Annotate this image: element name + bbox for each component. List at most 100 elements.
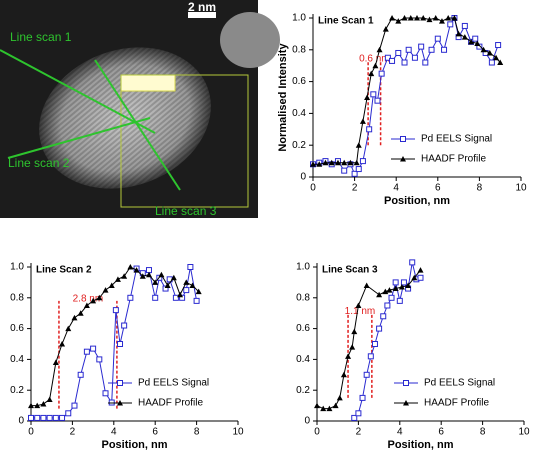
y-tick-label: 1.0 <box>296 262 310 273</box>
marker <box>401 15 408 21</box>
series-line <box>313 17 501 165</box>
x-tick-label: 6 <box>438 427 444 438</box>
marker <box>83 348 90 355</box>
marker <box>438 18 445 24</box>
marker <box>480 46 487 53</box>
scan-label: Line scan 1 <box>10 30 72 44</box>
series-line <box>316 269 421 410</box>
marker <box>411 54 418 61</box>
marker <box>417 267 424 273</box>
marker <box>441 46 448 53</box>
marker <box>332 402 339 409</box>
x-tick-label: 6 <box>152 427 158 438</box>
marker <box>139 273 146 279</box>
marker <box>102 287 109 293</box>
marker <box>152 279 159 285</box>
marker <box>382 288 389 295</box>
chart-title: Line Scan 1 <box>318 16 374 27</box>
marker <box>420 15 427 21</box>
marker <box>40 401 47 407</box>
y-tick-label: 0.2 <box>296 385 310 396</box>
y-axis-label: Normalised Intensity <box>277 43 289 152</box>
marker <box>170 274 177 281</box>
marker <box>384 54 391 61</box>
marker <box>46 396 53 402</box>
marker <box>359 394 366 401</box>
legend-label: Pd EELS Signal <box>138 378 209 389</box>
marker <box>488 59 495 66</box>
marker <box>401 59 408 66</box>
marker <box>112 307 119 314</box>
legend-label: HAADF Profile <box>421 154 486 165</box>
marker <box>71 402 78 409</box>
marker <box>336 394 343 401</box>
annotation-text: 2.8 nm <box>73 294 104 305</box>
marker <box>476 43 483 50</box>
marker <box>422 59 429 66</box>
marker <box>386 287 393 293</box>
legend-marker <box>400 136 406 142</box>
scan-label: Line scan 2 <box>8 156 70 170</box>
line-chart: 0 0.2 0.4 0.6 0.8 1.0 0 2 4 6 8 10 Position, nm Norma… <box>277 13 527 207</box>
marker <box>345 353 352 359</box>
marker <box>368 70 375 77</box>
marker <box>90 297 97 304</box>
marker <box>405 282 412 288</box>
marker <box>326 405 333 412</box>
marker <box>395 49 402 56</box>
marker <box>328 159 335 166</box>
x-tick-label: 2 <box>356 427 362 438</box>
marker <box>384 302 391 309</box>
marker <box>374 97 381 104</box>
y-tick-label: 0.2 <box>10 385 24 396</box>
marker <box>372 62 379 69</box>
marker <box>389 15 396 21</box>
legend-label: HAADF Profile <box>138 398 203 409</box>
x-tick-label: 8 <box>194 427 200 438</box>
marker <box>355 142 362 148</box>
marker <box>52 359 59 365</box>
marker <box>65 325 72 332</box>
marker <box>353 159 360 166</box>
x-axis-label: Position, nm <box>102 439 168 451</box>
marker <box>396 297 403 304</box>
x-tick-label: 4 <box>397 427 403 438</box>
y-tick-label: 0.8 <box>10 292 24 303</box>
marker <box>59 414 66 421</box>
marker <box>340 371 347 378</box>
marker <box>28 414 34 421</box>
marker <box>177 291 184 298</box>
x-tick-label: 4 <box>111 427 117 438</box>
marker <box>376 46 383 53</box>
marker <box>351 414 358 421</box>
marker <box>455 30 462 37</box>
x-tick-label: 2 <box>352 183 358 194</box>
marker <box>407 15 414 21</box>
marker <box>341 159 348 166</box>
annotation-text: 1.1 nm <box>345 306 376 317</box>
annotation-text: 0.6 nm <box>359 54 390 65</box>
marker <box>34 414 41 421</box>
x-tick-label: 0 <box>310 183 316 194</box>
marker <box>468 38 475 45</box>
marker <box>497 59 504 66</box>
marker <box>380 313 387 320</box>
marker <box>414 15 420 21</box>
marker <box>40 414 47 421</box>
marker <box>152 294 159 301</box>
marker <box>382 26 389 32</box>
marker <box>400 279 407 286</box>
marker <box>392 279 399 286</box>
micrograph: 2 nm Line scan 1 Line scan 2 Line scan 3 <box>0 0 280 218</box>
marker <box>366 126 373 133</box>
marker <box>486 49 493 56</box>
marker <box>162 285 169 292</box>
line-chart: 0 0.2 0.4 0.6 0.8 1.0 0 2 4 6 8 10 Position, nm Line … <box>296 259 530 451</box>
x-tick-label: 2 <box>70 427 76 438</box>
x-tick-label: 0 <box>314 427 320 438</box>
marker <box>127 264 134 270</box>
marker <box>183 279 190 285</box>
y-tick-label: 0.2 <box>292 140 306 151</box>
marker <box>96 294 103 301</box>
marker <box>447 21 454 28</box>
